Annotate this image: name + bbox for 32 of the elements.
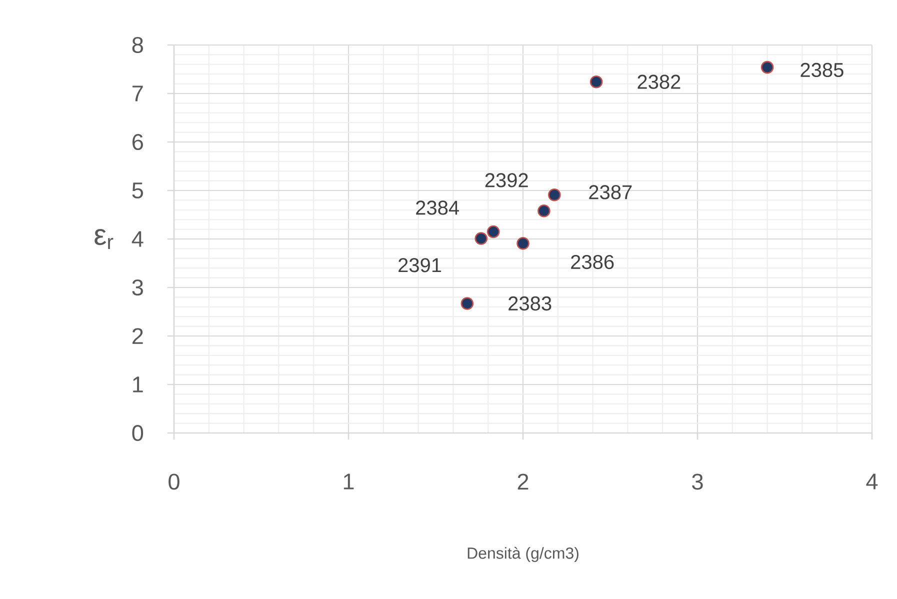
y-tick-label: 7 xyxy=(132,86,143,102)
point xyxy=(474,232,488,245)
y-axis-title: ε$_{r}$ xyxy=(94,229,114,249)
point xyxy=(538,204,550,218)
point xyxy=(460,297,474,310)
point xyxy=(548,188,561,202)
x-tick-label: 1 xyxy=(344,474,354,490)
x-tick-label: 3 xyxy=(692,474,703,490)
annotation: 2385 xyxy=(800,62,844,78)
x-tick-label: 4 xyxy=(866,474,878,490)
point xyxy=(760,60,774,74)
y-tick-label: 0 xyxy=(132,424,144,442)
point xyxy=(486,225,500,238)
annotation: 2383 xyxy=(508,296,552,311)
point xyxy=(590,75,603,88)
y-tick-label: 1 xyxy=(133,376,143,392)
annotation: 2392 xyxy=(485,173,528,188)
y-tick-label: 2 xyxy=(132,328,143,344)
y-tick-label: 4 xyxy=(132,231,144,247)
y-tick-label: 8 xyxy=(132,36,143,54)
x-tick-label: 2 xyxy=(518,474,528,490)
y-tick-label: 3 xyxy=(132,279,143,296)
y-tick-label: 5 xyxy=(132,182,144,198)
annotation: 2382 xyxy=(638,74,680,89)
annotation: 2391 xyxy=(398,258,442,272)
annotation: 2386 xyxy=(571,254,614,270)
point xyxy=(516,236,530,250)
annotation: 2384 xyxy=(416,200,459,215)
x-axis-title: Densità (g/cm3) xyxy=(468,546,578,562)
x-tick-label: 0 xyxy=(168,474,180,490)
annotation: 2387 xyxy=(589,185,632,200)
y-tick-label: 6 xyxy=(132,134,143,150)
